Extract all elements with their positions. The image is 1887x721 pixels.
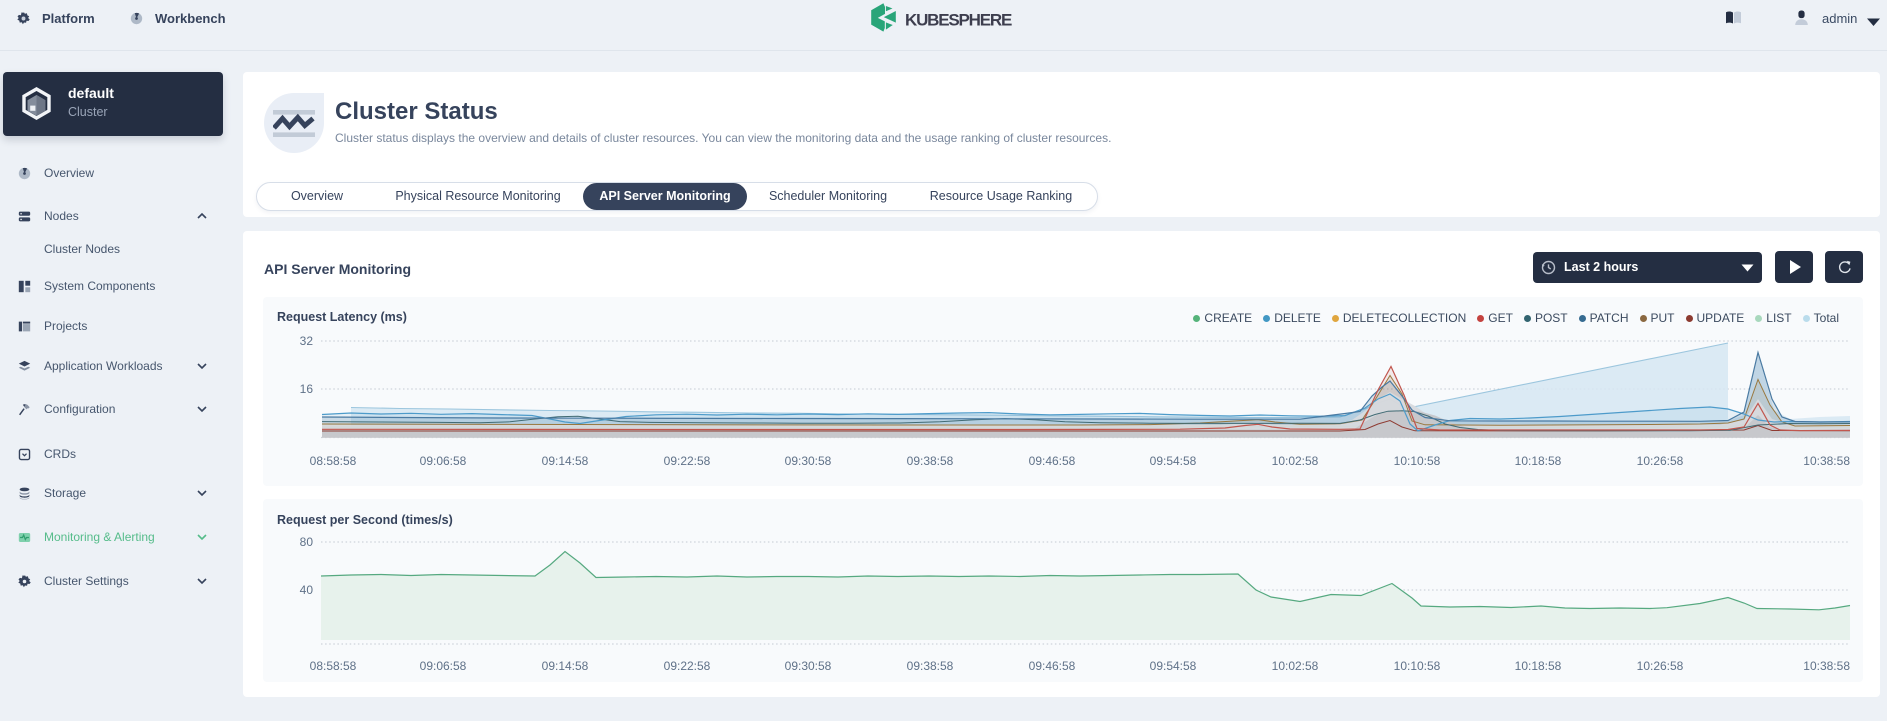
svg-text:80: 80 — [300, 535, 314, 549]
svg-text:10:02:58: 10:02:58 — [1272, 659, 1319, 673]
svg-text:10:10:58: 10:10:58 — [1394, 659, 1441, 673]
svg-text:09:14:58: 09:14:58 — [542, 659, 589, 673]
svg-text:10:26:58: 10:26:58 — [1637, 454, 1684, 468]
svg-text:10:38:58: 10:38:58 — [1803, 454, 1850, 468]
svg-text:32: 32 — [300, 334, 314, 348]
svg-text:09:22:58: 09:22:58 — [664, 659, 711, 673]
svg-text:09:46:58: 09:46:58 — [1029, 659, 1076, 673]
svg-text:08:58:58: 08:58:58 — [310, 454, 357, 468]
svg-text:10:02:58: 10:02:58 — [1272, 454, 1319, 468]
svg-text:10:18:58: 10:18:58 — [1515, 454, 1562, 468]
svg-text:09:54:58: 09:54:58 — [1150, 454, 1197, 468]
svg-text:08:58:58: 08:58:58 — [310, 659, 357, 673]
svg-text:10:10:58: 10:10:58 — [1394, 454, 1441, 468]
svg-text:09:30:58: 09:30:58 — [785, 659, 832, 673]
svg-text:09:06:58: 09:06:58 — [420, 454, 467, 468]
svg-text:10:18:58: 10:18:58 — [1515, 659, 1562, 673]
svg-text:09:46:58: 09:46:58 — [1029, 454, 1076, 468]
svg-text:KUBESPHERE: KUBESPHERE — [905, 11, 1012, 30]
svg-text:09:38:58: 09:38:58 — [907, 659, 954, 673]
svg-text:16: 16 — [300, 382, 314, 396]
svg-text:09:14:58: 09:14:58 — [542, 454, 589, 468]
svg-text:09:30:58: 09:30:58 — [785, 454, 832, 468]
svg-text:09:22:58: 09:22:58 — [664, 454, 711, 468]
svg-text:10:38:58: 10:38:58 — [1803, 659, 1850, 673]
svg-text:40: 40 — [300, 583, 314, 597]
svg-text:09:06:58: 09:06:58 — [420, 659, 467, 673]
svg-text:10:26:58: 10:26:58 — [1637, 659, 1684, 673]
svg-text:09:54:58: 09:54:58 — [1150, 659, 1197, 673]
svg-text:09:38:58: 09:38:58 — [907, 454, 954, 468]
